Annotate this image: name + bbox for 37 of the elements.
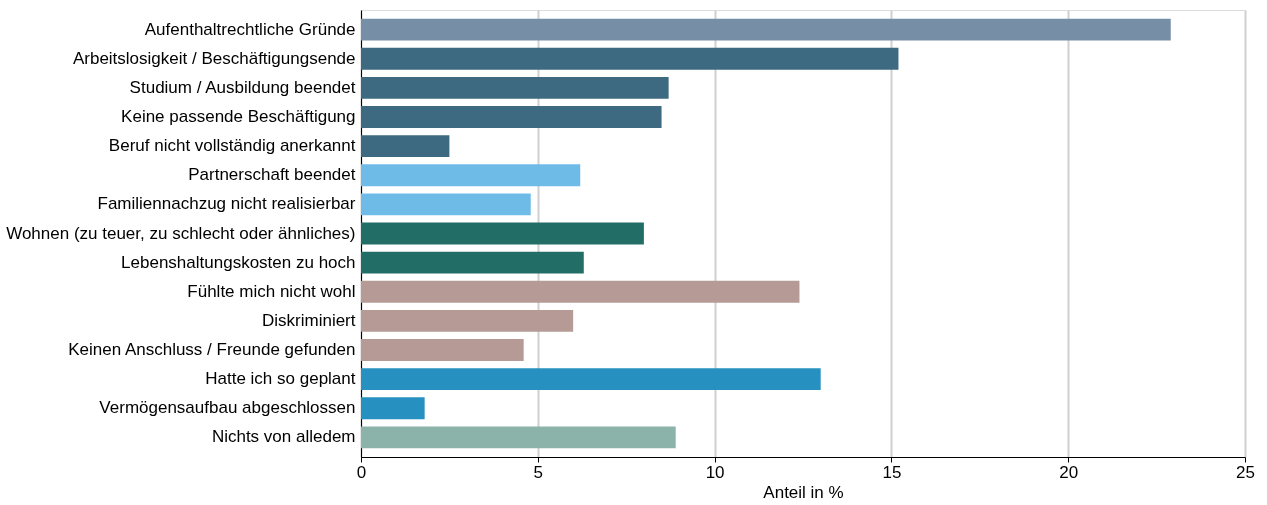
y-tick-label: Aufenthaltrechtliche Gründe	[144, 19, 356, 39]
bar	[361, 164, 581, 187]
y-tick-label: Wohnen (zu teuer, zu schlecht oder ähnliches)	[6, 223, 356, 243]
y-tick-label: Lebenshaltungskosten zu hoch	[121, 252, 356, 272]
y-tick-label: Vermögensaufbau abgeschlossen	[99, 398, 356, 418]
x-tick-label: 5	[533, 462, 544, 482]
bar	[361, 280, 800, 303]
x-tick-label: 0	[356, 462, 367, 482]
bar	[361, 397, 425, 420]
bar	[361, 309, 574, 332]
y-tick-label: Studium / Ausbildung beendet	[129, 77, 356, 97]
bar	[361, 135, 450, 158]
y-tick-label: Fühlte mich nicht wohl	[187, 281, 356, 301]
bar	[361, 76, 669, 99]
bar	[361, 426, 676, 449]
x-axis-title: Anteil in %	[763, 482, 844, 502]
y-tick-label: Hatte ich so geplant	[205, 369, 356, 389]
y-tick-label: Beruf nicht vollständig anerkannt	[108, 136, 356, 156]
y-tick-label: Keine passende Beschäftigung	[121, 107, 356, 127]
y-tick-label: Partnerschaft beendet	[188, 165, 356, 185]
x-tick-label: 15	[882, 462, 902, 482]
bar	[361, 193, 531, 216]
x-tick-label: 10	[705, 462, 725, 482]
bar	[361, 18, 1171, 41]
x-tick-label: 25	[1236, 462, 1255, 482]
bar	[361, 106, 662, 128]
bar	[361, 368, 821, 391]
bar	[361, 251, 584, 274]
y-tick-label: Arbeitslosigkeit / Beschäftigungsende	[72, 48, 356, 68]
y-tick-label: Nichts von alledem	[211, 427, 356, 447]
bar	[361, 222, 644, 245]
x-tick-label: 20	[1059, 462, 1079, 482]
y-tick-label: Keinen Anschluss / Freunde gefunden	[68, 339, 356, 359]
bar	[361, 47, 899, 70]
y-tick-label: Familiennachzug nicht realisierbar	[97, 194, 356, 214]
bar	[361, 339, 524, 361]
y-tick-label: Diskriminiert	[262, 310, 356, 330]
